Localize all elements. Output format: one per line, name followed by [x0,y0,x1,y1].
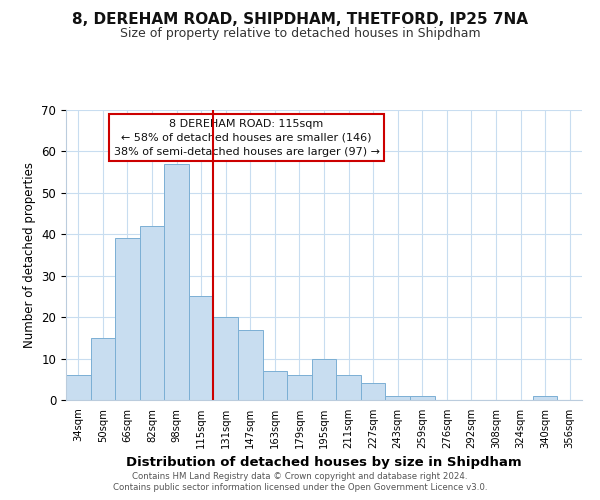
Bar [361,384,385,400]
Text: 8, DEREHAM ROAD, SHIPDHAM, THETFORD, IP25 7NA: 8, DEREHAM ROAD, SHIPDHAM, THETFORD, IP2… [72,12,528,28]
Bar [189,296,214,400]
Bar [385,396,410,400]
Bar [410,396,434,400]
Bar [140,226,164,400]
Bar [312,358,336,400]
Text: Contains HM Land Registry data © Crown copyright and database right 2024.: Contains HM Land Registry data © Crown c… [132,472,468,481]
Bar [115,238,140,400]
Bar [214,317,238,400]
Text: Contains public sector information licensed under the Open Government Licence v3: Contains public sector information licen… [113,484,487,492]
Bar [336,375,361,400]
Bar [287,375,312,400]
Bar [66,375,91,400]
Bar [91,338,115,400]
Text: 8 DEREHAM ROAD: 115sqm
← 58% of detached houses are smaller (146)
38% of semi-de: 8 DEREHAM ROAD: 115sqm ← 58% of detached… [113,118,380,156]
Text: Size of property relative to detached houses in Shipdham: Size of property relative to detached ho… [119,28,481,40]
Bar [164,164,189,400]
Bar [263,371,287,400]
X-axis label: Distribution of detached houses by size in Shipdham: Distribution of detached houses by size … [126,456,522,469]
Bar [238,330,263,400]
Bar [533,396,557,400]
Y-axis label: Number of detached properties: Number of detached properties [23,162,36,348]
